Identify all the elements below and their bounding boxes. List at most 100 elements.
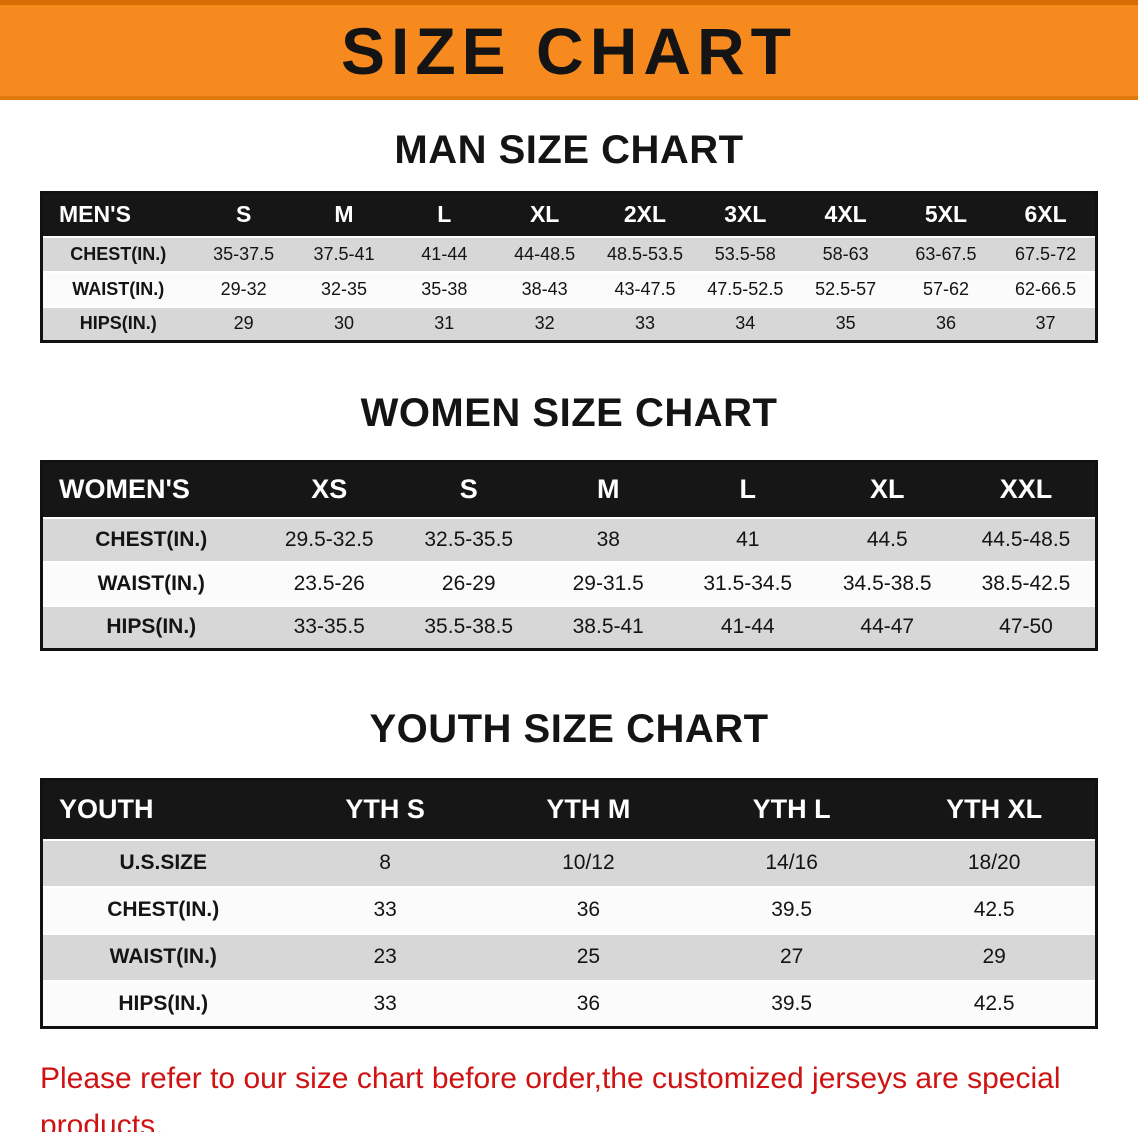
row-label: CHEST(IN.) [70, 243, 167, 264]
page-title: SIZE CHART [341, 13, 797, 88]
table-row: WAIST(IN.) 29-32 32-35 35-38 38-43 43-47.5 47.… [41, 271, 1097, 307]
size-value-cell: 35 [835, 313, 856, 334]
size-value-cell: 31.5-34.5 [703, 571, 793, 595]
size-value-cell: 34.5-38.5 [842, 571, 932, 595]
size-value-cell: 58-63 [822, 243, 869, 264]
row-label: WAIST(IN.) [97, 571, 205, 595]
size-value-cell: 41-44 [421, 243, 468, 264]
size-value-cell: 62-66.5 [1015, 278, 1077, 299]
size-column-header: L [394, 192, 495, 237]
size-column-header: YTH L [690, 779, 894, 840]
size-value-cell: 29-31.5 [572, 571, 644, 595]
size-value-cell: 31 [434, 313, 455, 334]
banner: SIZE CHART [0, 0, 1138, 100]
size-value-cell: 38-43 [521, 278, 568, 299]
size-column-header: S [399, 461, 539, 518]
table-row: U.S.SIZE 8 10/12 14/16 18/20 [41, 839, 1097, 887]
size-column-header: XS [259, 461, 399, 518]
size-value-cell: 39.5 [771, 898, 813, 921]
size-value-cell: 33 [373, 898, 397, 921]
size-value-cell: 8 [379, 851, 391, 874]
row-label: CHEST(IN.) [107, 898, 220, 921]
row-label: U.S.SIZE [119, 851, 208, 874]
disclaimer: Please refer to our size chart before or… [0, 1029, 1138, 1132]
size-value-cell: 10/12 [562, 851, 615, 874]
men-section-heading: MAN SIZE CHART [394, 128, 744, 172]
size-value-cell: 43-47.5 [614, 278, 676, 299]
size-value-cell: 32.5-35.5 [424, 527, 514, 551]
size-column-header: YTH S [283, 779, 487, 840]
table-row: WAIST(IN.) 23.5-26 26-29 29-31.5 31.5-34.5 34… [41, 561, 1097, 606]
men-size-table: MEN'S S M L XL 2XL 3XL 4XL 5XL 6XL CHEST(IN.) 35-37… [40, 191, 1098, 343]
size-column-header: XL [817, 461, 957, 518]
size-value-cell: 44-48.5 [514, 243, 576, 264]
size-value-cell: 30 [333, 313, 354, 334]
size-value-cell: 18/20 [967, 851, 1021, 874]
row-label: HIPS(IN.) [118, 991, 209, 1015]
size-value-cell: 33 [634, 313, 655, 334]
size-value-cell: 47-50 [999, 615, 1053, 639]
size-column-header: 4XL [795, 192, 896, 237]
table-row: HIPS(IN.) 29 30 31 32 33 34 35 36 37 [41, 306, 1097, 342]
row-label: HIPS(IN.) [106, 615, 197, 639]
size-value-cell: 41-44 [720, 615, 775, 639]
table-row: CHEST(IN.) 33 36 39.5 42.5 [41, 886, 1097, 934]
size-value-cell: 44-47 [860, 615, 915, 639]
size-value-cell: 32 [534, 313, 555, 334]
size-value-cell: 29 [982, 945, 1006, 968]
table-corner-label: MEN'S [41, 192, 194, 237]
table-header-row: MEN'S S M L XL 2XL 3XL 4XL 5XL 6XL [41, 192, 1097, 237]
youth-section-heading: YOUTH SIZE CHART [369, 707, 769, 751]
section-women: WOMEN SIZE CHART WOMEN'S XS S M L XL XXL CHEST(… [0, 391, 1138, 651]
row-label: CHEST(IN.) [95, 527, 208, 551]
size-value-cell: 48.5-53.5 [606, 243, 683, 264]
size-value-cell: 29 [233, 313, 254, 334]
size-column-header: M [293, 192, 395, 237]
size-value-cell: 47.5-52.5 [707, 278, 784, 299]
size-value-cell: 42.5 [973, 991, 1015, 1015]
size-column-header: YTH XL [893, 779, 1097, 840]
size-column-header: XXL [957, 461, 1097, 518]
table-row: CHEST(IN.) 29.5-32.5 32.5-35.5 38 41 44.5 44.5… [41, 517, 1097, 562]
size-value-cell: 67.5-72 [1015, 243, 1077, 264]
table-row: WAIST(IN.) 23 25 27 29 [41, 933, 1097, 981]
size-column-header: 2XL [594, 192, 696, 237]
size-value-cell: 25 [576, 945, 601, 968]
size-column-header: YTH M [486, 779, 690, 840]
table-row: HIPS(IN.) 33 36 39.5 42.5 [41, 980, 1097, 1028]
table-row: HIPS(IN.) 33-35.5 35.5-38.5 38.5-41 41-44 44-… [41, 605, 1097, 650]
size-value-cell: 29-32 [220, 278, 267, 299]
size-value-cell: 36 [576, 898, 601, 921]
size-value-cell: 23.5-26 [293, 571, 365, 595]
size-value-cell: 42.5 [973, 898, 1015, 921]
table-corner-label: YOUTH [41, 779, 284, 840]
size-value-cell: 36 [935, 313, 956, 334]
size-value-cell: 26-29 [441, 571, 496, 595]
size-value-cell: 44.5-48.5 [981, 527, 1071, 551]
size-value-cell: 33-35.5 [293, 615, 365, 639]
size-value-cell: 39.5 [771, 991, 813, 1015]
size-value-cell: 37 [1035, 313, 1056, 334]
size-column-header: 6XL [996, 192, 1097, 237]
size-value-cell: 35-38 [421, 278, 468, 299]
size-value-cell: 36 [576, 991, 601, 1015]
size-value-cell: 63-67.5 [915, 243, 977, 264]
youth-size-table: YOUTH YTH S YTH M YTH L YTH XL U.S.SIZE 8 10/12… [40, 778, 1098, 1029]
size-value-cell: 35.5-38.5 [424, 615, 514, 639]
size-value-cell: 38.5-42.5 [981, 571, 1071, 595]
size-value-cell: 38.5-41 [572, 615, 644, 639]
women-size-table: WOMEN'S XS S M L XL XXL CHEST(IN.) 29.5-32.5 32.5… [40, 460, 1098, 651]
size-value-cell: 33 [373, 991, 397, 1015]
table-row: CHEST(IN.) 35-37.5 37.5-41 41-44 44-48.5 48.5… [41, 236, 1097, 272]
section-youth: YOUTH SIZE CHART YOUTH YTH S YTH M YTH L YTH… [0, 707, 1138, 1029]
size-value-cell: 27 [779, 945, 804, 968]
row-label: WAIST(IN.) [109, 945, 217, 968]
size-value-cell: 44.5 [866, 527, 908, 551]
row-label: HIPS(IN.) [79, 313, 157, 334]
size-value-cell: 38 [596, 527, 620, 551]
size-value-cell: 34 [735, 313, 756, 334]
size-value-cell: 35-37.5 [213, 243, 275, 264]
size-column-header: M [538, 461, 678, 518]
women-section-heading: WOMEN SIZE CHART [360, 391, 778, 435]
